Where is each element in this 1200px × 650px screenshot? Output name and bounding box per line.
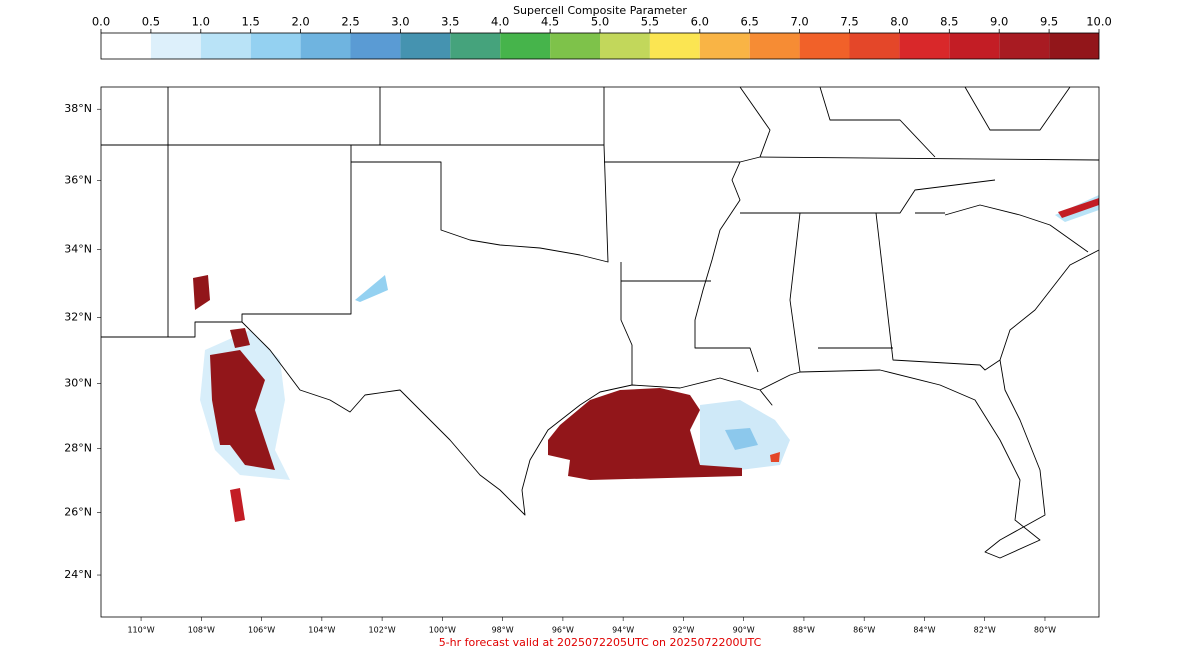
- colorbar-tick-label: 3.0: [391, 15, 409, 29]
- colorbar-tick-label: 5.0: [591, 15, 609, 29]
- colorbar-tick-label: 1.5: [242, 15, 260, 29]
- lon-label: 102°W: [369, 626, 396, 635]
- colorbar-bin: [101, 33, 151, 59]
- colorbar-bin: [150, 33, 201, 59]
- colorbar-bin: [500, 33, 551, 59]
- colorbar-bin: [699, 33, 750, 59]
- colorbar-tick-label: 6.0: [691, 15, 709, 29]
- forecast-caption: 5-hr forecast valid at 2025072205UTC on …: [439, 636, 762, 649]
- lon-label: 92°W: [672, 626, 694, 635]
- colorbar-frame: [100, 32, 1100, 60]
- lon-label: 82°W: [974, 626, 996, 635]
- colorbar-tick-label: 0.5: [142, 15, 160, 29]
- colorbar-tick-label: 8.0: [890, 15, 908, 29]
- colorbar-bin: [799, 33, 850, 59]
- lat-label: 38°N: [64, 102, 92, 115]
- scp-high: [230, 328, 250, 348]
- colorbar-tick-label: 9.5: [1040, 15, 1058, 29]
- colorbar-bin: [250, 33, 301, 59]
- lat-label: 28°N: [64, 442, 92, 455]
- colorbar-tick-label: 0.0: [92, 15, 110, 29]
- lon-label: 100°W: [429, 626, 456, 635]
- colorbar-tick-label: 7.5: [840, 15, 858, 29]
- lon-label: 110°W: [127, 626, 154, 635]
- scp-high: [1058, 198, 1099, 218]
- scp-light: [355, 275, 388, 302]
- lat-label: 26°N: [64, 505, 92, 518]
- scp-light: [725, 428, 758, 450]
- scp-high: [770, 452, 780, 462]
- lon-label: 88°W: [793, 626, 815, 635]
- scp-high: [230, 488, 245, 522]
- colorbar-tick-label: 2.0: [291, 15, 309, 29]
- colorbar-bin: [1049, 33, 1099, 59]
- colorbar-tick-label: 1.0: [192, 15, 210, 29]
- scp-high: [210, 350, 275, 470]
- colorbar-tick-label: 7.0: [790, 15, 808, 29]
- colorbar-bin: [350, 33, 401, 59]
- colorbar-tick-label: 6.5: [741, 15, 759, 29]
- colorbar-tick-label: 10.0: [1086, 15, 1112, 29]
- colorbar-bin: [899, 33, 950, 59]
- colorbar-tick-label: 2.5: [341, 15, 359, 29]
- colorbar-bin: [550, 33, 600, 59]
- colorbar-tick-label: 4.0: [491, 15, 509, 29]
- colorbar-bin: [300, 33, 351, 59]
- colorbar-bin: [649, 33, 700, 59]
- lon-label: 90°W: [733, 626, 755, 635]
- lon-label: 84°W: [913, 626, 935, 635]
- colorbar-bin: [749, 33, 800, 59]
- lon-label: 106°W: [248, 626, 275, 635]
- scp-high: [193, 275, 210, 310]
- colorbar-tick-label: 8.5: [940, 15, 958, 29]
- lat-label: 34°N: [64, 243, 92, 256]
- colorbar-title: Supercell Composite Parameter: [513, 4, 687, 17]
- lon-label: 108°W: [188, 626, 215, 635]
- colorbar-tick-label: 4.5: [541, 15, 559, 29]
- colorbar-bin: [600, 33, 650, 59]
- lon-label: 94°W: [612, 626, 634, 635]
- lon-label: 86°W: [853, 626, 875, 635]
- borders: [101, 86, 1100, 559]
- colorbar-tick-label: 5.5: [641, 15, 659, 29]
- colorbar-bin: [849, 33, 900, 59]
- scp-field: [193, 195, 1099, 522]
- colorbar-bin: [400, 33, 451, 59]
- lon-label: 96°W: [552, 626, 574, 635]
- map: [100, 86, 1100, 618]
- lat-label: 24°N: [64, 568, 92, 581]
- colorbar-bin: [200, 33, 251, 59]
- colorbar-bin: [450, 33, 501, 59]
- colorbar-bin: [949, 33, 1000, 59]
- lon-label: 104°W: [308, 626, 335, 635]
- lat-label: 36°N: [64, 173, 92, 186]
- scp-high: [548, 388, 742, 480]
- map-frame: [100, 86, 1100, 618]
- lon-label: 80°W: [1034, 626, 1056, 635]
- lat-label: 32°N: [64, 310, 92, 323]
- colorbar: 0.0 0.5 1.0 1.5 2.0 2.5 3.0 3.5 4.0 4.5 5.0 5.5 6.0 6…: [92, 15, 1112, 59]
- lon-label: 98°W: [492, 626, 514, 635]
- colorbar-tick-label: 9.0: [990, 15, 1008, 29]
- colorbar-tick-label: 3.5: [441, 15, 459, 29]
- colorbar-bin: [999, 33, 1050, 59]
- lat-label: 30°N: [64, 377, 92, 390]
